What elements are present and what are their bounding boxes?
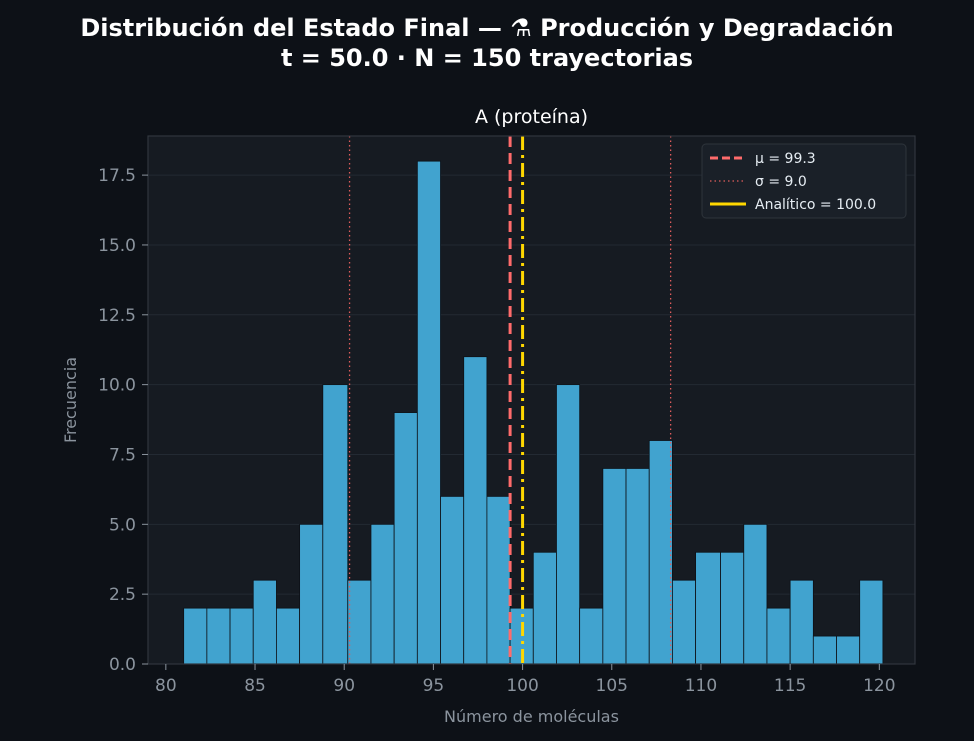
x-tick-label: 80	[155, 676, 177, 696]
x-tick-label: 110	[685, 676, 717, 696]
histogram-bar	[789, 579, 814, 665]
histogram-bar	[625, 468, 650, 665]
y-tick-label: 5.0	[109, 515, 136, 535]
histogram-bar	[720, 551, 745, 665]
histogram-bar	[229, 607, 254, 665]
figure-title: Distribución del Estado Final — ⚗ Produc…	[80, 14, 893, 42]
legend-std-label: σ = 9.0	[755, 174, 807, 190]
y-tick-label: 2.5	[109, 585, 136, 605]
x-tick-label: 105	[596, 676, 628, 696]
histogram-bar	[812, 635, 837, 665]
y-tick-label: 12.5	[98, 306, 136, 326]
x-tick-label: 100	[506, 676, 538, 696]
x-tick-label: 95	[423, 676, 445, 696]
x-tick-label: 90	[333, 676, 355, 696]
histogram-bar	[393, 412, 418, 665]
histogram-bar	[299, 523, 324, 665]
legend-box	[701, 143, 907, 219]
legend-analytic-label: Analítico = 100.0	[755, 197, 876, 213]
histogram-bar	[440, 495, 465, 665]
y-tick-label: 10.0	[98, 376, 136, 396]
histogram-bar	[695, 551, 721, 665]
histogram-bar	[322, 384, 349, 665]
y-tick-label: 0.0	[109, 655, 136, 675]
reference-lines	[348, 136, 672, 664]
chart-title: A (proteína)	[475, 106, 588, 128]
figure-subtitle: t = 50.0 · N = 150 trayectorias	[281, 44, 693, 72]
histogram-bar	[836, 635, 861, 665]
y-axis-label: Frecuencia	[61, 357, 80, 443]
histogram-bar	[486, 495, 511, 665]
histogram-bar	[532, 551, 557, 665]
histogram-bar	[743, 523, 768, 665]
x-tick-label: 115	[774, 676, 806, 696]
histogram-bar	[463, 356, 488, 665]
histogram-bar	[416, 160, 441, 665]
histogram-bar	[252, 579, 277, 665]
axis-ticks: 0.0 2.5 5.0 7.5 10.0 12.5 15.0 17.5 80 85 90 95 100 1…	[98, 166, 895, 696]
histogram-bar	[347, 579, 372, 665]
histogram-bar	[276, 607, 301, 665]
histogram-bar	[183, 607, 208, 665]
bars	[183, 160, 884, 665]
histogram-bar	[579, 607, 604, 665]
histogram-bar	[672, 579, 697, 665]
x-tick-label: 85	[244, 676, 266, 696]
x-tick-label: 120	[863, 676, 895, 696]
legend: μ = 99.3 σ = 9.0 Analítico = 100.0	[701, 143, 907, 219]
histogram-bar	[602, 468, 627, 665]
histogram-bar	[370, 523, 395, 665]
legend-mean-label: μ = 99.3	[755, 151, 816, 167]
histogram-bar	[556, 384, 581, 665]
y-tick-label: 17.5	[98, 166, 136, 186]
histogram-bar	[859, 579, 884, 665]
x-axis-label: Número de moléculas	[444, 707, 619, 726]
y-tick-label: 7.5	[109, 445, 136, 465]
plot-frame	[147, 135, 916, 665]
histogram-bar	[648, 440, 673, 665]
histogram-bar	[206, 607, 231, 665]
plot-area	[148, 136, 915, 664]
histogram-bar	[766, 607, 791, 665]
y-tick-label: 15.0	[98, 236, 136, 256]
